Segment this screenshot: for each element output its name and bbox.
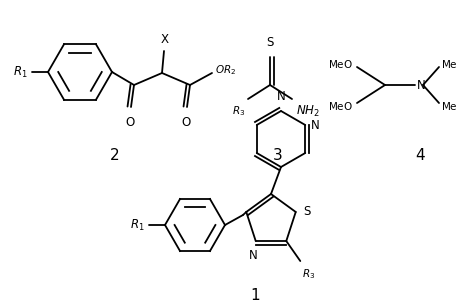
Text: 2: 2 [110, 147, 120, 162]
Text: N: N [276, 90, 285, 103]
Text: $R_3$: $R_3$ [232, 104, 245, 118]
Text: $R_1$: $R_1$ [130, 217, 145, 232]
Text: N: N [249, 249, 258, 262]
Text: $NH_2$: $NH_2$ [296, 104, 320, 119]
Text: 1: 1 [250, 287, 260, 302]
Text: 4: 4 [415, 147, 425, 162]
Text: O: O [181, 116, 190, 129]
Text: S: S [304, 205, 311, 219]
Text: $\mathregular{MeO}$: $\mathregular{MeO}$ [328, 100, 353, 112]
Text: $R_3$: $R_3$ [302, 267, 315, 281]
Text: O: O [125, 116, 134, 129]
Text: X: X [161, 33, 169, 46]
Text: $R_1$: $R_1$ [13, 64, 28, 80]
Text: $\mathregular{MeO}$: $\mathregular{MeO}$ [328, 58, 353, 70]
Text: 3: 3 [273, 147, 283, 162]
Text: S: S [266, 36, 274, 49]
Text: $\mathregular{Me}$: $\mathregular{Me}$ [441, 100, 458, 112]
Text: $\mathregular{Me}$: $\mathregular{Me}$ [441, 58, 458, 70]
Text: $OR_2$: $OR_2$ [215, 63, 236, 77]
Text: N: N [417, 79, 426, 91]
Text: N: N [311, 119, 320, 131]
